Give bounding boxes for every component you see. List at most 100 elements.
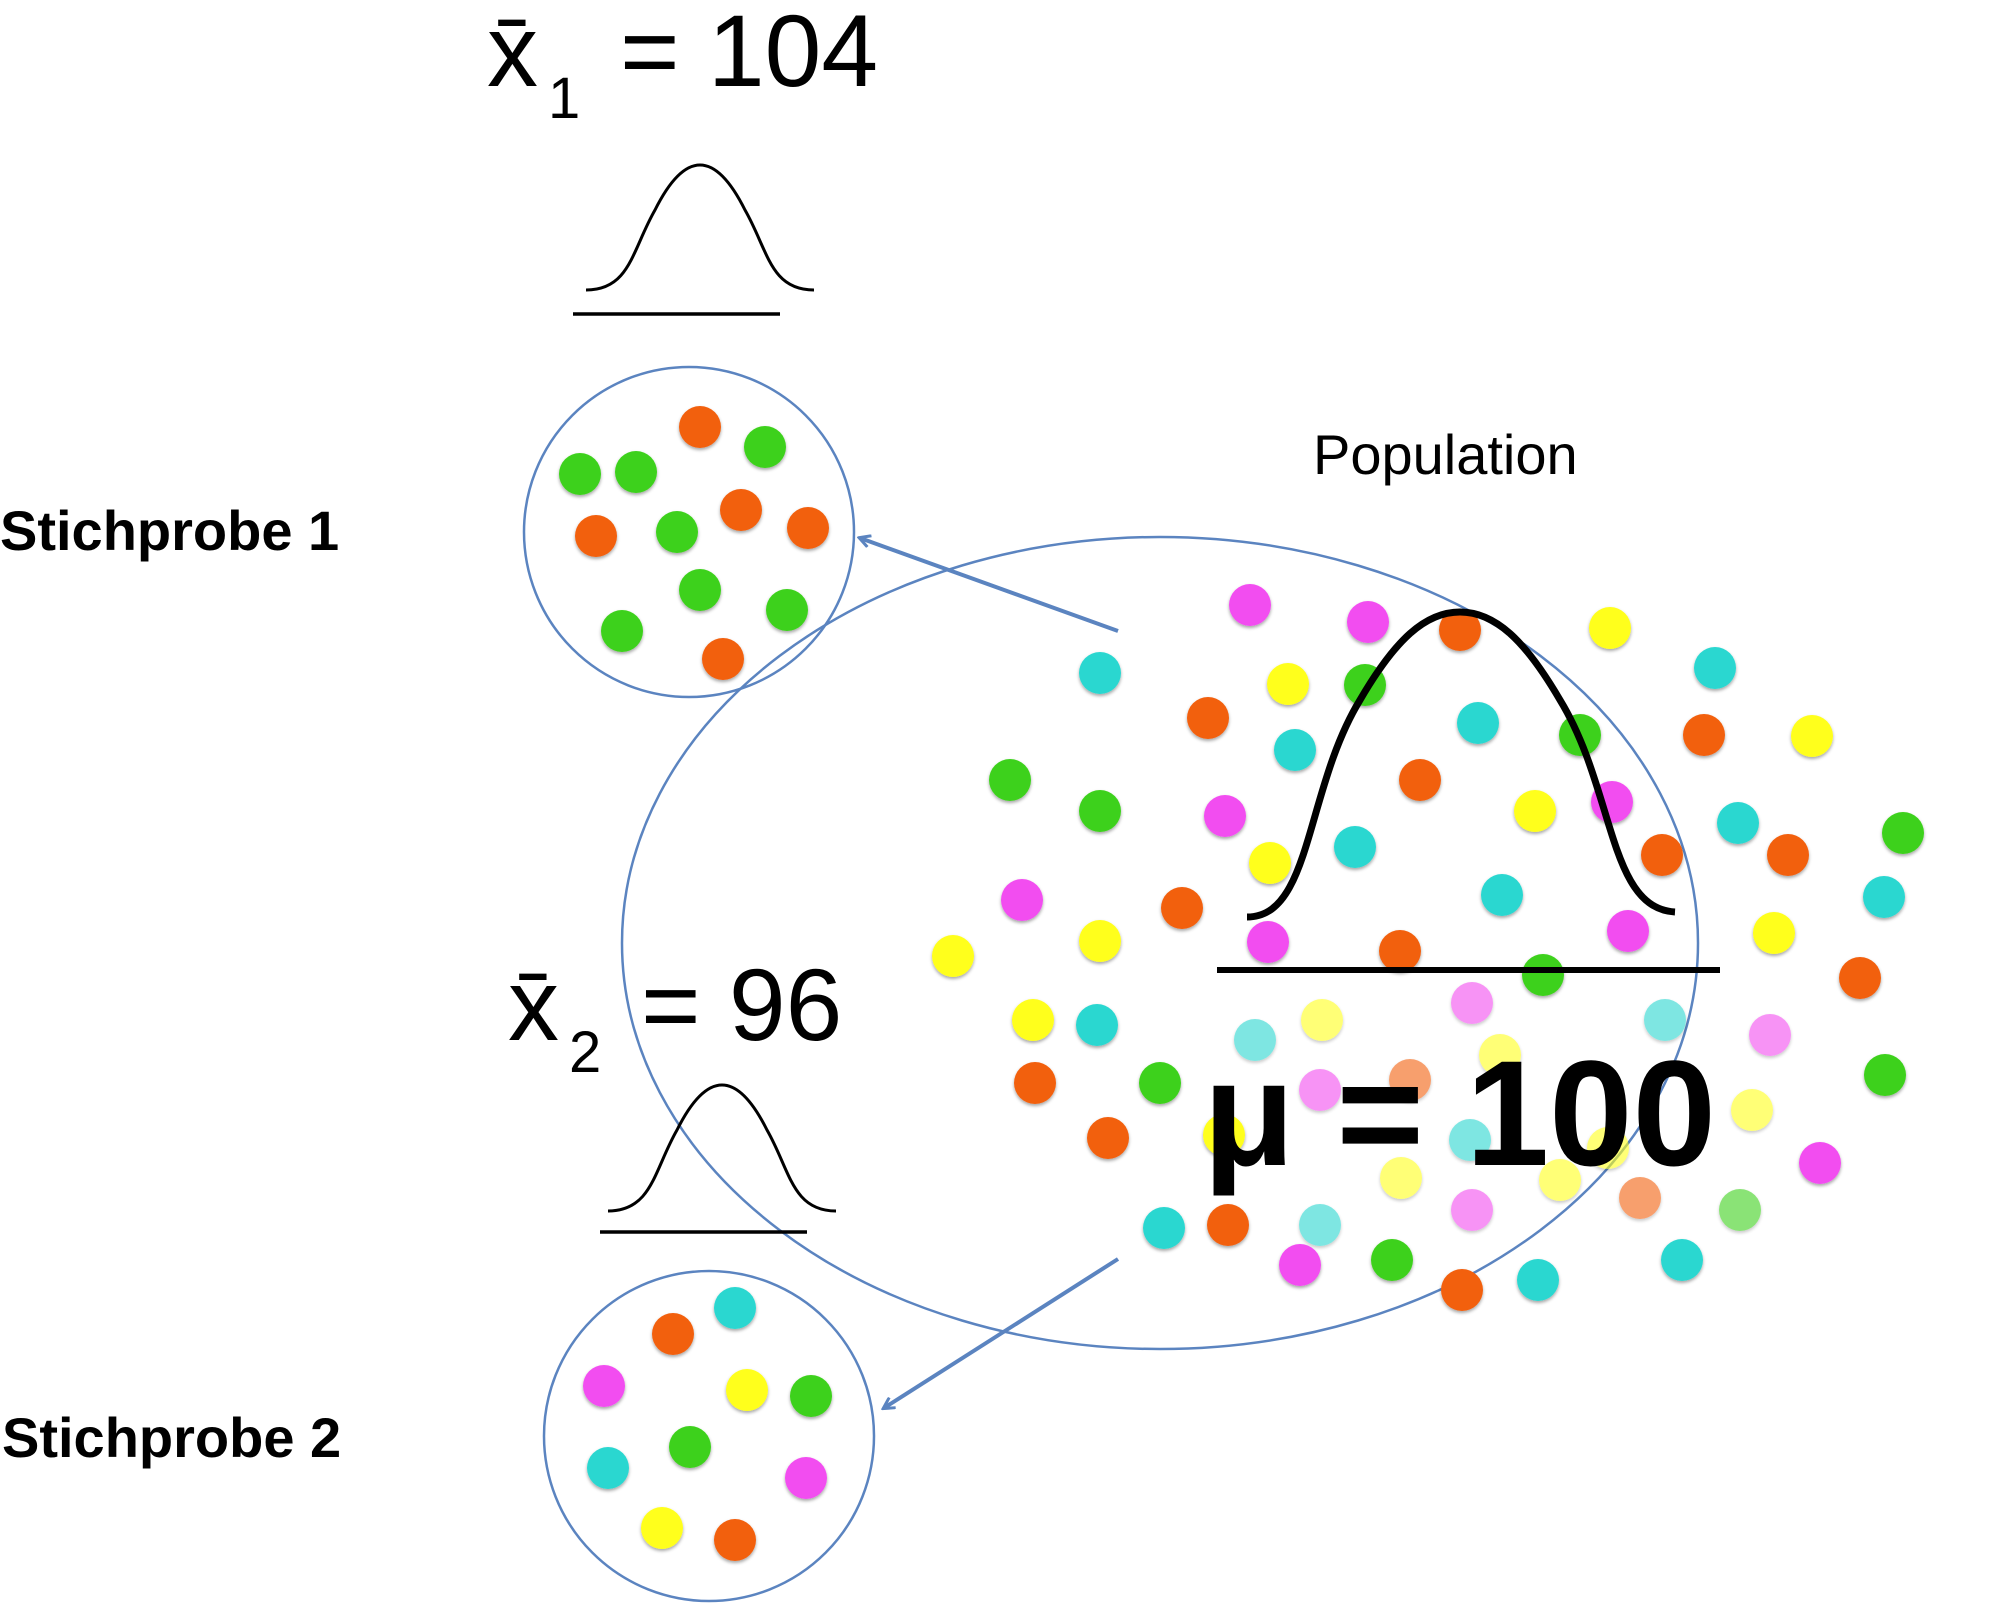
population-dot [1389,1059,1431,1101]
sample-1-dot [601,610,643,652]
sample-2-bell-curve [607,1083,837,1213]
population-dot [1863,876,1905,918]
population-dot [1299,1204,1341,1246]
sample-2-dot [714,1287,756,1329]
sample-2-dot [652,1313,694,1355]
population-dot [1589,607,1631,649]
population-dot [1791,715,1833,757]
sample-2-dot [587,1447,629,1489]
sample-1-mean-subscript: 1 [548,66,580,131]
sample-2-mean-symbol: x̄ [508,948,559,1062]
population-label: Population [1313,423,1578,486]
population-dot [932,935,974,977]
population-dot [1379,930,1421,972]
sample-1-label: Stichprobe 1 [0,499,339,562]
population-dot [1299,1069,1341,1111]
sample-1-dot [679,406,721,448]
sample-1-dot [656,511,698,553]
population-dot [1371,1239,1413,1281]
population-dot [1014,1062,1056,1104]
population-dot [1203,1114,1245,1156]
sample-2-circle [542,1269,876,1603]
population-dot [1439,609,1481,651]
population-dot [1683,714,1725,756]
population-dot [1347,601,1389,643]
population-dot [1767,834,1809,876]
arrow-to-sample-1 [860,538,1119,633]
population-dot [1079,652,1121,694]
population-dot [1441,1269,1483,1311]
population-ellipse [620,535,1700,1351]
sample-2-dot [790,1375,832,1417]
population-dot [1012,999,1054,1041]
sample-2-dot [641,1507,683,1549]
population-dot [1864,1054,1906,1096]
sample-1-dot [679,569,721,611]
arrow-to-sample-2 [884,1257,1120,1408]
sample-2-dot [714,1519,756,1561]
sample-2-dot [726,1369,768,1411]
population-dot [1694,647,1736,689]
population-dot [1279,1244,1321,1286]
sample-2-dot [669,1426,711,1468]
population-dot [1207,1204,1249,1246]
population-dot [1882,812,1924,854]
population-dot [1076,1004,1118,1046]
population-dot [1753,912,1795,954]
population-dot [1644,999,1686,1041]
population-dot [1481,874,1523,916]
sample-1-dot [575,515,617,557]
population-dot [1143,1207,1185,1249]
sample-1-dot [744,426,786,468]
population-dot [1334,826,1376,868]
population-dot [1717,802,1759,844]
population-dot [1267,663,1309,705]
sample-1-dot [787,507,829,549]
population-dot [1661,1239,1703,1281]
sample-1-dot [766,589,808,631]
population-dot [1249,842,1291,884]
population-dots [932,584,1924,1311]
sample-1-dot [615,451,657,493]
sample-2-dot [583,1365,625,1407]
population-dot [1749,1014,1791,1056]
population-dot [1204,795,1246,837]
sample-1-dot [720,489,762,531]
sample-1-dot [559,453,601,495]
population-dot [1380,1157,1422,1199]
population-dot [1731,1089,1773,1131]
sample-1-mean-symbol: x̄ [487,0,538,108]
population-dot [1522,954,1564,996]
population-bell-curve [1246,608,1676,921]
sample-1-dots [559,406,829,680]
population-dot [1187,697,1229,739]
population-dot [1539,1159,1581,1201]
population-dot [1451,982,1493,1024]
population-dot [1079,790,1121,832]
population-dot [1587,1127,1629,1169]
population-dot [1234,1019,1276,1061]
population-dot [1479,1034,1521,1076]
population-dot [1087,1117,1129,1159]
population-dot [1514,790,1556,832]
population-dot [1274,729,1316,771]
sample-2-dot [785,1457,827,1499]
sample-1-bell-curve [585,163,815,292]
population-dot [1001,879,1043,921]
population-dot [1449,1119,1491,1161]
population-dot [1517,1259,1559,1301]
sample-1-circle [522,365,856,699]
population-dot [1161,887,1203,929]
sample-1-mean-value: = 104 [620,0,878,108]
population-dot [1301,999,1343,1041]
population-dot [1139,1062,1181,1104]
population-dot [1457,702,1499,744]
sample-2-dots [583,1287,832,1561]
population-mean: μ = 100 [1203,1029,1716,1197]
population-dot [1719,1189,1761,1231]
population-dot [1229,584,1271,626]
population-dot [1839,957,1881,999]
population-dot [1607,910,1649,952]
population-dot [1399,759,1441,801]
